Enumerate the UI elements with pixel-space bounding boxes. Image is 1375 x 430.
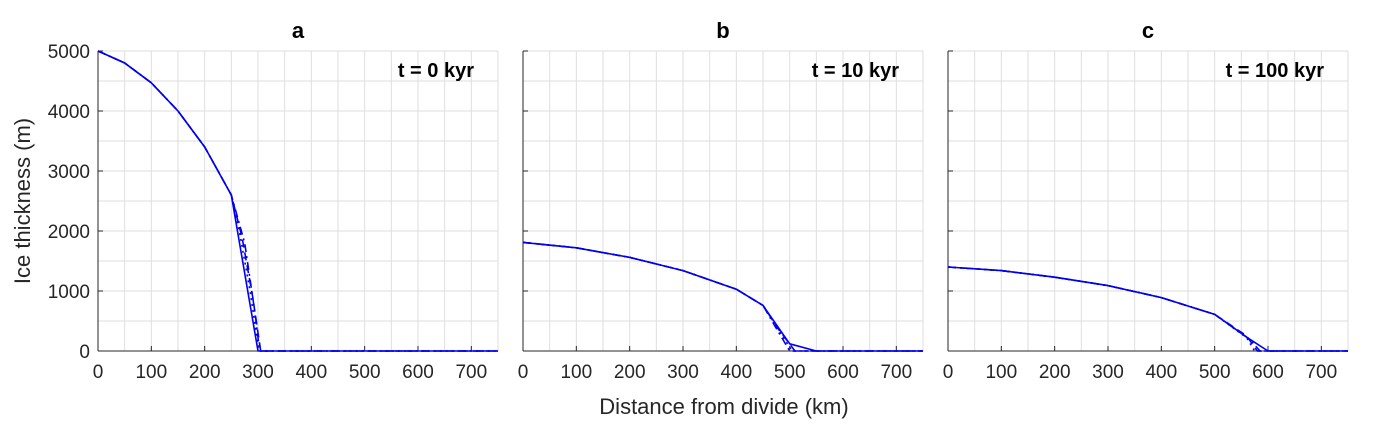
panel-title: b [716, 18, 729, 43]
x-tick-label: 400 [1145, 362, 1177, 383]
y-tick-label: 1000 [48, 282, 90, 303]
x-tick-label: 100 [560, 362, 592, 383]
panels-group: 0 100 200 300 400 500 600 700010002000300040005… [48, 18, 1349, 383]
x-tick-label: 0 [943, 362, 954, 383]
x-tick-label: 600 [1252, 362, 1284, 383]
series-line-solid [947, 266, 1348, 352]
x-tick-label: 300 [667, 362, 699, 383]
panel-annotation: t = 0 kyr [398, 60, 474, 82]
panel-a: 0 100 200 300 400 500 600 700 0 1000 2000 3000 4000 5… [48, 18, 499, 383]
x-tick-label: 600 [402, 362, 434, 383]
series-line-dashdot [947, 266, 1348, 352]
y-tick-label: 0 [79, 342, 90, 363]
x-tick-label: 100 [135, 362, 167, 383]
panel-annotation: t = 10 kyr [812, 60, 900, 82]
series-line-dashed [97, 50, 498, 352]
series-line-dotted [522, 241, 923, 352]
x-tick-label: 600 [827, 362, 859, 383]
y-axis-label: Ice thickness (m) [10, 118, 35, 284]
series-line-solid [522, 241, 923, 352]
panel-b: 0 100 200 300 400 500 600 700 b t = 10 kyr [518, 18, 924, 383]
y-tick-label: 3000 [48, 162, 90, 183]
panel-title: a [292, 18, 305, 43]
x-tick-label: 700 [1305, 362, 1337, 383]
series-line-dashed [522, 241, 923, 352]
y-tick-label: 4000 [48, 102, 90, 123]
x-tick-label: 0 [93, 362, 104, 383]
series-line-dashdot [522, 241, 923, 352]
y-tick-label: 2000 [48, 222, 90, 243]
x-tick-label: 0 [518, 362, 529, 383]
x-tick-label: 500 [1199, 362, 1231, 383]
x-tick-label: 400 [295, 362, 327, 383]
series-line-dashed [947, 266, 1348, 352]
x-tick-label: 200 [614, 362, 646, 383]
y-tick-label: 5000 [48, 42, 90, 63]
x-tick-label: 200 [189, 362, 221, 383]
x-tick-label: 500 [349, 362, 381, 383]
panel-title: c [1142, 18, 1154, 43]
x-tick-label: 300 [1092, 362, 1124, 383]
panel-annotation: t = 100 kyr [1226, 60, 1325, 82]
panel-c: 0 100 200 300 400 500 600 700 c t = 100 kyr [943, 18, 1349, 383]
x-tick-label: 700 [880, 362, 912, 383]
x-tick-label: 700 [455, 362, 487, 383]
x-tick-label: 300 [242, 362, 274, 383]
x-tick-label: 200 [1039, 362, 1071, 383]
x-axis-label: Distance from divide (km) [599, 394, 848, 419]
series-line-dotted [947, 266, 1348, 352]
x-tick-label: 100 [985, 362, 1017, 383]
x-tick-label: 400 [720, 362, 752, 383]
x-tick-label: 500 [774, 362, 806, 383]
